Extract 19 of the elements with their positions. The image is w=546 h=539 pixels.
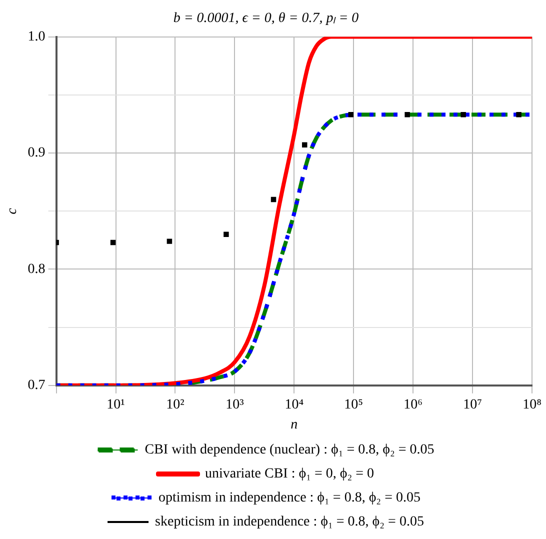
legend-label: CBI with dependence (nuclear) : ϕ₁ = 0.8, ϕ₂ = 0.05 [144,442,434,458]
y-axis-title: c [5,207,20,214]
x-tick-label: 10⁸ [522,397,542,412]
x-tick-label: 10⁶ [404,397,423,412]
y-tick-label: 0.9 [28,146,46,161]
legend-label: univariate CBI : ϕ₁ = 0, ϕ₂ = 0 [205,466,374,482]
x-tick-label: 10⁵ [344,397,364,412]
y-tick-label: 0.7 [28,378,46,394]
x-tick-label: 10⁷ [463,397,482,412]
x-tick-label: 10¹ [106,397,125,412]
y-tick-label: 1.0 [28,29,46,44]
chart-title: b = 0.0001, ϵ = 0, θ = 0.7, pₗ = 0 [173,11,359,26]
x-axis-title: n [290,417,298,432]
x-tick-label: 10² [166,397,184,412]
legend-label: optimism in independence : ϕ₁ = 0.8, ϕ₂ = 0.05 [158,490,420,506]
y-tick-label: 0.8 [28,262,46,277]
x-tick-label: 10⁴ [284,397,304,412]
x-tick-label: 10³ [226,397,244,412]
legend-label: skepticism in independence : ϕ₁ = 0.8, ϕ₂ = 0.05 [155,514,424,530]
